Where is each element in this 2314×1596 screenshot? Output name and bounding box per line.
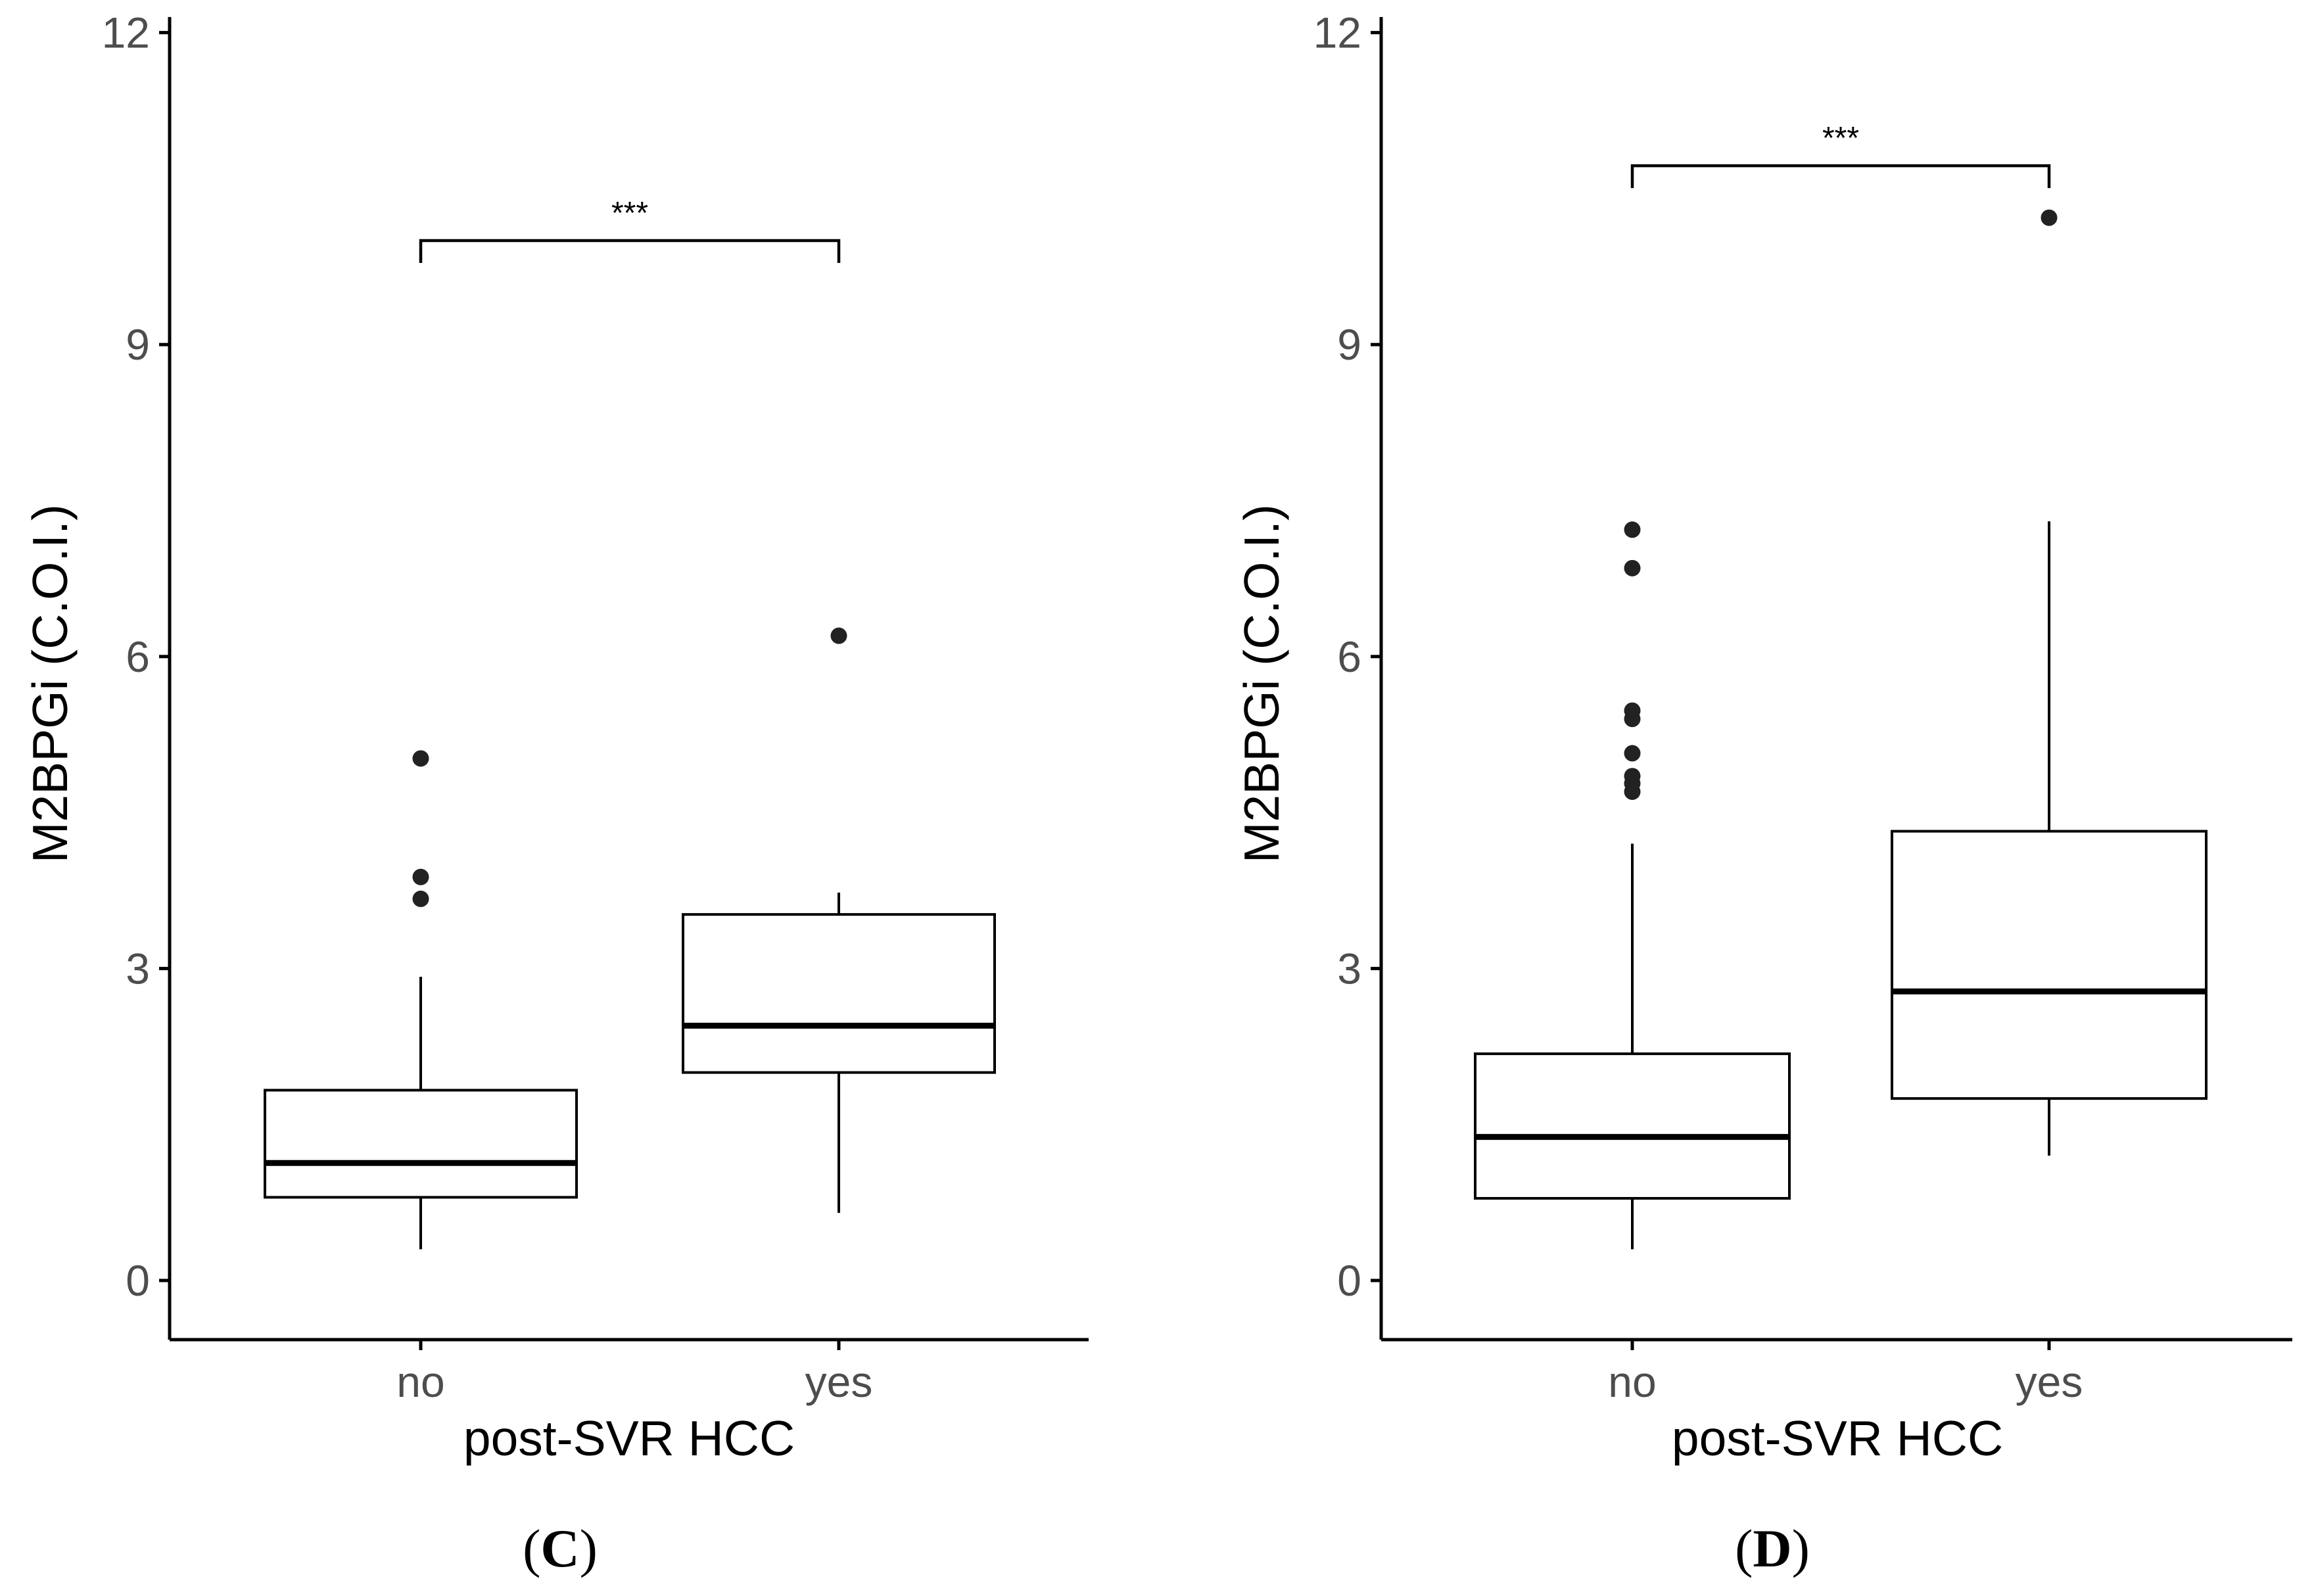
y-tick-label: 6 (1337, 632, 1361, 681)
significance-bracket (419, 239, 841, 263)
outlier-point (412, 890, 429, 907)
panel-d: 0 3 6 9 12 no yes post-SVR HCC M2BPGi (C.O.I.) **… (1234, 9, 2292, 1466)
x-axis-title: post-SVR HCC (1672, 1411, 2003, 1466)
outlier-point (412, 868, 429, 885)
caption-d: (D) (1735, 1518, 1810, 1578)
box-yes (682, 627, 996, 1213)
caption-c: (C) (523, 1518, 598, 1578)
y-tick-label: 12 (1313, 9, 1361, 57)
y-tick-label: 0 (1337, 1256, 1361, 1305)
iqr-box (1891, 830, 2208, 1100)
box-no (1474, 521, 1791, 1250)
iqr-box (264, 1089, 578, 1199)
outlier-point (830, 627, 847, 644)
x-tick-label: yes (2016, 1357, 2083, 1406)
y-tick-label: 9 (126, 320, 150, 369)
outlier-point (1624, 745, 1641, 762)
outlier-point (412, 750, 429, 767)
y-tick-label: 3 (126, 944, 150, 993)
x-tick-label: no (1608, 1357, 1656, 1406)
significance-bracket (1630, 164, 2051, 189)
iqr-box (1474, 1052, 1791, 1200)
y-axis-title: M2BPGi (C.O.I.) (22, 504, 78, 863)
y-axis-title: M2BPGi (C.O.I.) (1234, 504, 1289, 863)
significance-label: *** (1822, 121, 1859, 156)
outlier-point (2041, 209, 2058, 226)
iqr-box (682, 913, 996, 1074)
y-tick-label: 12 (102, 9, 150, 57)
outlier-point (1624, 768, 1641, 785)
panel-letter-d: D (1753, 1518, 1791, 1578)
box-yes (1891, 209, 2208, 1156)
panel-letter-c: C (540, 1518, 579, 1578)
y-tick-label: 6 (126, 632, 150, 681)
y-tick-label: 0 (126, 1256, 150, 1305)
x-tick-label: no (396, 1357, 444, 1406)
y-tick-label: 3 (1337, 944, 1361, 993)
y-tick-label: 9 (1337, 320, 1361, 369)
box-no (264, 750, 578, 1250)
x-axis-title: post-SVR HCC (463, 1411, 795, 1466)
outlier-point (1624, 521, 1641, 538)
significance-label: *** (611, 196, 648, 231)
outlier-point (1624, 559, 1641, 576)
x-tick-label: yes (805, 1357, 873, 1406)
outlier-point (1624, 702, 1641, 719)
